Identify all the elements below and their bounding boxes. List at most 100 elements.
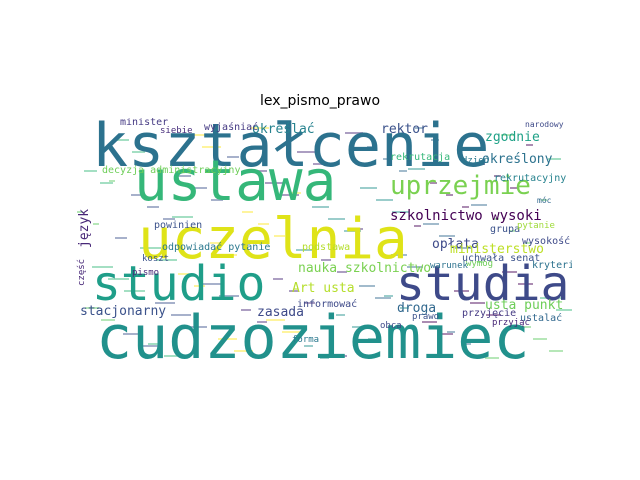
filler-word xyxy=(202,146,221,148)
filler-word xyxy=(407,266,423,268)
filler-word xyxy=(124,290,145,292)
cloud-word: studia xyxy=(396,256,569,312)
filler-word xyxy=(384,295,393,297)
cloud-word: rektor xyxy=(381,122,428,137)
cloud-word: rekrutacja xyxy=(390,152,450,163)
filler-word xyxy=(147,206,159,208)
filler-word xyxy=(179,175,191,177)
cloud-word: minister xyxy=(120,118,168,128)
cloud-word: uprzejmie xyxy=(390,171,531,201)
filler-word xyxy=(329,355,347,357)
filler-word xyxy=(414,225,421,227)
cloud-word: opłata xyxy=(432,237,479,252)
filler-word xyxy=(439,235,455,237)
filler-word xyxy=(471,204,487,206)
filler-word xyxy=(203,283,223,285)
filler-word xyxy=(132,151,145,153)
filler-word xyxy=(116,139,129,141)
filler-word xyxy=(431,139,439,141)
filler-word xyxy=(313,163,331,165)
cloud-word: zgodnie xyxy=(485,130,540,145)
filler-word xyxy=(328,218,345,220)
filler-word xyxy=(296,249,313,251)
filler-word xyxy=(430,182,437,184)
filler-word xyxy=(470,302,485,304)
filler-word xyxy=(108,278,129,280)
filler-word xyxy=(415,127,423,129)
cloud-word: uczelnia xyxy=(138,207,408,272)
filler-word xyxy=(219,295,239,297)
filler-word xyxy=(367,146,375,148)
filler-word xyxy=(533,338,547,340)
filler-word xyxy=(281,194,299,196)
filler-word xyxy=(155,302,175,304)
filler-word xyxy=(140,247,161,249)
filler-word xyxy=(123,333,143,335)
cloud-word: móc xyxy=(537,195,552,205)
cloud-word: cudzoziemiec xyxy=(96,303,529,368)
filler-word xyxy=(422,321,437,323)
cloud-word: koszt xyxy=(142,254,169,264)
filler-word xyxy=(477,261,483,263)
cloud-word: narodowy xyxy=(525,120,564,129)
filler-word xyxy=(186,134,205,136)
filler-word xyxy=(353,228,363,230)
filler-word xyxy=(92,266,113,268)
cloud-word: siebie xyxy=(160,126,193,136)
filler-word xyxy=(241,309,251,311)
filler-word xyxy=(447,331,455,333)
chart-title: lex_pismo_prawo xyxy=(259,93,381,109)
filler-word xyxy=(242,211,253,213)
filler-word xyxy=(320,357,329,359)
filler-word xyxy=(289,290,299,292)
filler-word xyxy=(556,309,572,311)
filler-word xyxy=(549,350,563,352)
cloud-word: usta punkt xyxy=(485,298,563,313)
filler-word xyxy=(478,163,485,165)
cloud-word: podstawa xyxy=(302,242,350,253)
filler-word xyxy=(486,314,501,316)
filler-word xyxy=(115,237,127,239)
filler-word xyxy=(501,134,515,136)
filler-word xyxy=(282,331,301,333)
filler-word xyxy=(359,285,375,287)
cloud-word: określać xyxy=(252,122,315,137)
filler-word xyxy=(321,259,331,261)
filler-word xyxy=(234,350,253,352)
filler-word xyxy=(100,182,113,184)
filler-word xyxy=(290,192,301,194)
filler-word xyxy=(525,242,531,244)
filler-word xyxy=(375,297,391,299)
filler-word xyxy=(345,132,363,134)
cloud-word: nauka szkolnictwo xyxy=(298,261,431,276)
filler-word xyxy=(218,338,237,340)
filler-word xyxy=(540,297,561,299)
filler-word xyxy=(526,144,533,146)
cloud-word: warunek xyxy=(430,261,469,271)
filler-word xyxy=(304,345,313,347)
cloud-word: pytanie xyxy=(517,221,555,231)
filler-word xyxy=(305,302,315,304)
cloud-word: uchwała senat xyxy=(462,253,540,264)
filler-word xyxy=(249,170,267,172)
filler-word xyxy=(210,242,221,244)
filler-word xyxy=(109,180,115,182)
filler-word xyxy=(408,168,425,170)
cloud-word: wyjaśniać xyxy=(204,121,258,133)
filler-word xyxy=(312,206,329,208)
filler-word xyxy=(493,218,499,220)
filler-word xyxy=(265,182,283,184)
cloud-word: grupa xyxy=(490,224,520,235)
filler-word xyxy=(337,271,347,273)
filler-word xyxy=(510,187,517,189)
filler-word xyxy=(463,343,471,345)
cloud-word: wysokość xyxy=(522,235,570,247)
filler-word xyxy=(266,319,285,321)
cloud-word: decyzja administracyjny xyxy=(102,165,240,176)
filler-word xyxy=(77,211,83,213)
cloud-word: rekrutacyjny xyxy=(494,173,566,184)
filler-word xyxy=(156,259,177,261)
filler-word xyxy=(178,273,189,275)
filler-word xyxy=(502,271,517,273)
